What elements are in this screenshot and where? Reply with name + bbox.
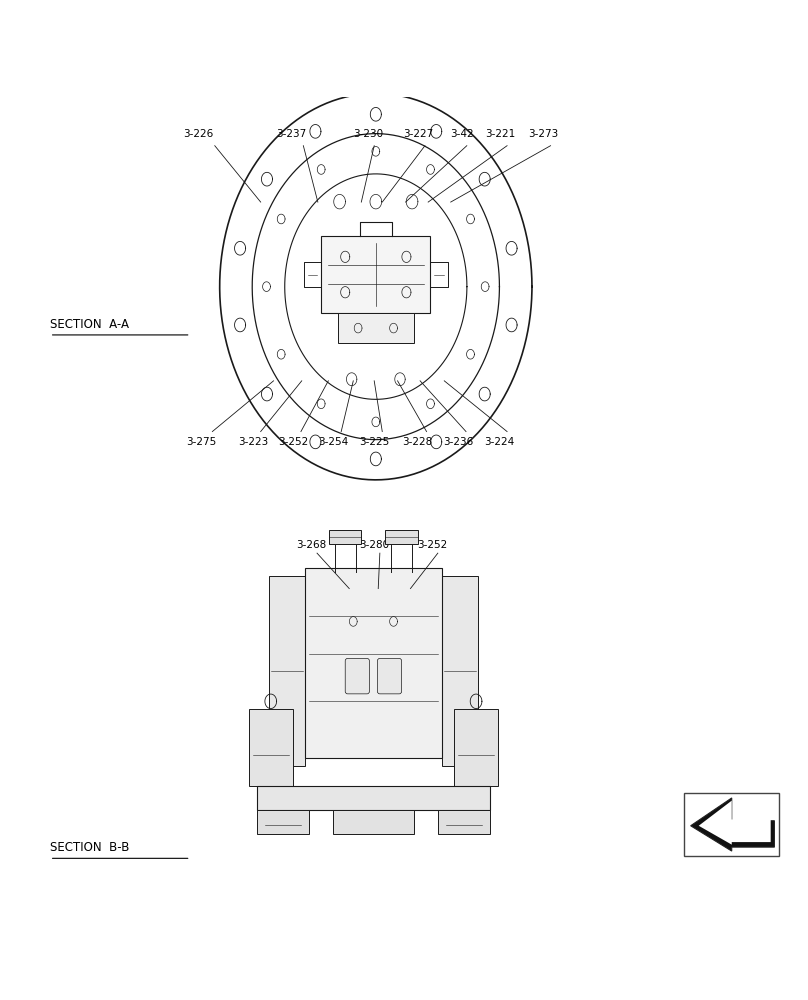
Text: 3-230: 3-230	[353, 129, 383, 139]
FancyBboxPatch shape	[269, 576, 305, 766]
FancyBboxPatch shape	[257, 810, 309, 834]
FancyBboxPatch shape	[249, 709, 292, 786]
FancyBboxPatch shape	[442, 576, 478, 766]
Text: 3-273: 3-273	[528, 129, 558, 139]
Text: 3-280: 3-280	[359, 540, 389, 550]
Text: SECTION  B-B: SECTION B-B	[50, 841, 129, 854]
Text: 3-224: 3-224	[484, 437, 514, 447]
Text: SECTION  A-A: SECTION A-A	[50, 318, 128, 331]
Text: 3-223: 3-223	[238, 437, 268, 447]
Text: 3-236: 3-236	[443, 437, 473, 447]
Text: 3-237: 3-237	[276, 129, 306, 139]
Text: 3-252: 3-252	[278, 437, 308, 447]
FancyBboxPatch shape	[305, 568, 442, 758]
FancyBboxPatch shape	[257, 786, 490, 810]
Text: 3-252: 3-252	[417, 540, 448, 550]
Text: 3-254: 3-254	[318, 437, 348, 447]
FancyBboxPatch shape	[333, 810, 414, 834]
Text: 3-227: 3-227	[403, 129, 434, 139]
FancyBboxPatch shape	[329, 530, 361, 544]
FancyBboxPatch shape	[438, 810, 490, 834]
Text: 3-268: 3-268	[297, 540, 326, 550]
Polygon shape	[691, 798, 774, 851]
FancyBboxPatch shape	[338, 313, 414, 343]
Text: 3-226: 3-226	[183, 129, 214, 139]
FancyBboxPatch shape	[345, 658, 369, 694]
FancyBboxPatch shape	[385, 530, 418, 544]
FancyBboxPatch shape	[322, 236, 430, 313]
Text: 3-42: 3-42	[450, 129, 473, 139]
Polygon shape	[699, 801, 771, 845]
Text: 3-275: 3-275	[186, 437, 217, 447]
Text: 3-221: 3-221	[486, 129, 516, 139]
Text: 3-225: 3-225	[359, 437, 389, 447]
Bar	[684, 793, 779, 856]
Text: 3-228: 3-228	[402, 437, 433, 447]
FancyBboxPatch shape	[377, 658, 402, 694]
FancyBboxPatch shape	[454, 709, 499, 786]
